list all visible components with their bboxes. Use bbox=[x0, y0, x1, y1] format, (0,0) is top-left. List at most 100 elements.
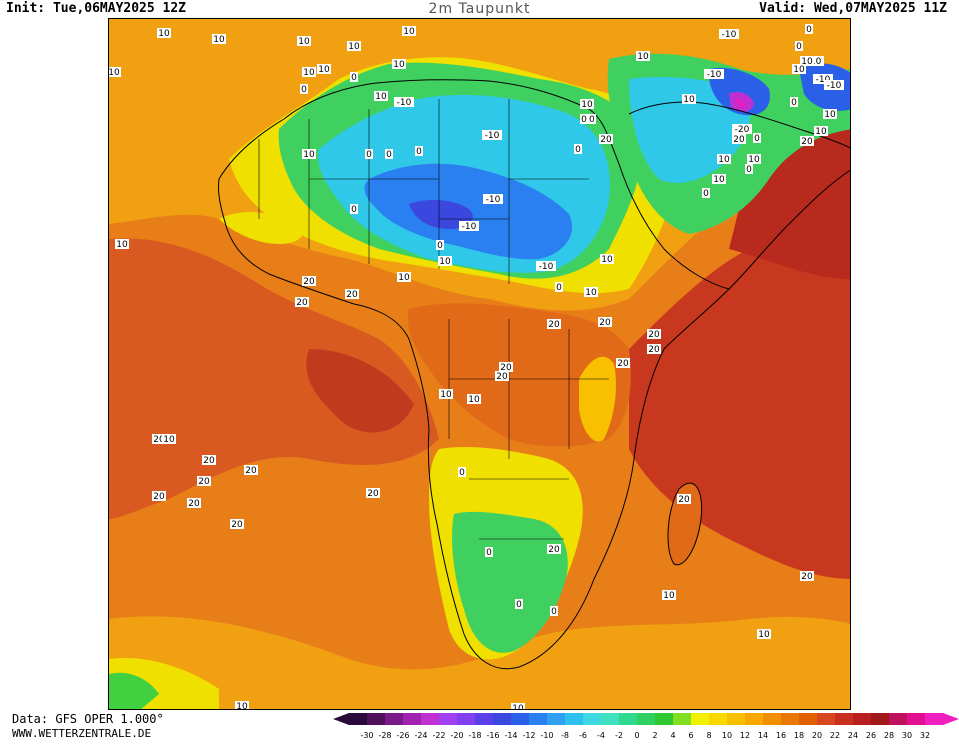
contour-label: 20 bbox=[598, 317, 612, 328]
contour-label-text: 0 bbox=[437, 241, 443, 251]
legend-tick-label: 0 bbox=[634, 731, 639, 740]
legend-tick-label: -20 bbox=[450, 731, 463, 740]
valid-time: Valid: Wed,07MAY2025 11Z bbox=[759, 1, 947, 16]
contour-label-bg bbox=[702, 188, 710, 198]
contour-label-text: 20 bbox=[599, 318, 611, 328]
contour-label: 10 bbox=[212, 34, 226, 45]
legend-tick-label: -22 bbox=[432, 731, 445, 740]
legend-swatch bbox=[637, 713, 656, 725]
contour-label-bg bbox=[436, 240, 444, 250]
central-africa-orange bbox=[407, 303, 631, 447]
contour-label-bg bbox=[732, 134, 746, 144]
contour-label-bg bbox=[800, 571, 814, 581]
contour-label: 10 bbox=[747, 154, 761, 165]
legend-swatch bbox=[601, 713, 620, 725]
contour-label-bg bbox=[499, 362, 513, 372]
contour-label-text: 10 bbox=[468, 395, 480, 405]
contour-label-bg bbox=[677, 494, 691, 504]
contour-label-text: -10 bbox=[816, 75, 831, 85]
legend-swatch bbox=[619, 713, 638, 725]
contour-label-bg bbox=[458, 467, 466, 477]
contour-label: 10 bbox=[580, 99, 594, 110]
contour-label-bg bbox=[616, 358, 630, 368]
contour-label-text: 10 bbox=[583, 115, 595, 125]
contour-label: 10 bbox=[682, 94, 696, 105]
contour-label-bg bbox=[459, 221, 479, 231]
contour-label: 20 bbox=[616, 358, 630, 369]
legend-swatch bbox=[727, 713, 746, 725]
south-ocean-green bbox=[109, 672, 159, 709]
contour-label-bg bbox=[495, 371, 509, 381]
contour-label-text: 10 bbox=[213, 35, 225, 45]
legend-tick-label: 24 bbox=[848, 731, 858, 740]
contour-label-text: 0 bbox=[486, 548, 492, 558]
legend-arrow-right bbox=[943, 713, 959, 725]
contour-label: 10 bbox=[438, 256, 452, 267]
contour-label-text: 10 bbox=[663, 591, 675, 601]
contour-label: 10 bbox=[374, 91, 388, 102]
contour-label-bg bbox=[482, 130, 502, 140]
contour-label-bg bbox=[197, 476, 211, 486]
legend-swatch bbox=[475, 713, 494, 725]
legend-swatch bbox=[889, 713, 908, 725]
madagascar-coast bbox=[667, 482, 703, 566]
contour-label: 20 bbox=[187, 498, 201, 509]
contour-label-text: 10 bbox=[815, 127, 827, 137]
contour-label-text: 10 bbox=[758, 630, 770, 640]
contour-label-bg bbox=[300, 84, 308, 94]
contour-label: -10 bbox=[482, 130, 502, 141]
arabia-coastline bbox=[628, 101, 850, 290]
legend-tick-label: 18 bbox=[794, 731, 804, 740]
contour-label-bg bbox=[244, 465, 258, 475]
contour-label-text: -10 bbox=[827, 81, 842, 91]
legend-swatch bbox=[565, 713, 584, 725]
contour-label: 20 bbox=[152, 491, 166, 502]
contour-label: 20 bbox=[732, 134, 746, 145]
contour-label-bg bbox=[574, 144, 582, 154]
contour-label: 10 bbox=[511, 703, 525, 710]
contour-label: 20 bbox=[800, 571, 814, 582]
contour-label-text: 20 bbox=[367, 489, 379, 499]
contour-label-bg bbox=[302, 276, 316, 286]
contour-label-text: 20 bbox=[496, 372, 508, 382]
contour-label: 10 bbox=[814, 126, 828, 137]
contour-label-bg bbox=[662, 590, 676, 600]
legend-tick-label: 14 bbox=[758, 731, 768, 740]
contour-label: 10 bbox=[162, 434, 176, 445]
contour-label-text: 10 bbox=[512, 704, 524, 710]
contour-label: 20 bbox=[599, 134, 613, 145]
contour-label: 0 bbox=[550, 606, 558, 617]
contour-label: 10 bbox=[600, 254, 614, 265]
contour-label-text: 20 bbox=[303, 277, 315, 287]
legend-tick-label: 10 bbox=[722, 731, 732, 740]
contour-label-text: 20 bbox=[245, 466, 257, 476]
legend-tick-label: 32 bbox=[920, 731, 930, 740]
legend-swatch bbox=[655, 713, 674, 725]
africa-coastline bbox=[218, 79, 730, 670]
atlantic-warm-zone bbox=[109, 238, 439, 520]
contour-label: 10 bbox=[157, 28, 171, 39]
legend-tick-label: -10 bbox=[540, 731, 553, 740]
contour-label-text: 20 bbox=[346, 290, 358, 300]
contour-label-bg bbox=[636, 51, 650, 61]
contour-label: 20 bbox=[152, 434, 166, 445]
contour-label-bg bbox=[115, 239, 129, 249]
contour-label-bg bbox=[392, 59, 406, 69]
indian-ocean-warm bbox=[629, 170, 850, 579]
legend-swatch bbox=[583, 713, 602, 725]
contour-label-bg bbox=[647, 344, 661, 354]
contour-label-bg bbox=[580, 99, 594, 109]
contour-label: 10 bbox=[800, 56, 814, 67]
contour-label-text: 10 bbox=[158, 29, 170, 39]
contour-label-text: 10 bbox=[440, 390, 452, 400]
iran-blue bbox=[708, 67, 770, 116]
contour-label-text: -10 bbox=[486, 195, 501, 205]
contour-label-bg bbox=[415, 146, 423, 156]
contour-label: 0 bbox=[350, 204, 358, 215]
contour-label: 10 bbox=[347, 41, 361, 52]
contour-label: 10 bbox=[302, 149, 316, 160]
legend-swatch bbox=[457, 713, 476, 725]
contour-label-bg bbox=[394, 97, 414, 107]
contour-label: 10 bbox=[402, 26, 416, 37]
contour-label-text: 10 bbox=[398, 273, 410, 283]
